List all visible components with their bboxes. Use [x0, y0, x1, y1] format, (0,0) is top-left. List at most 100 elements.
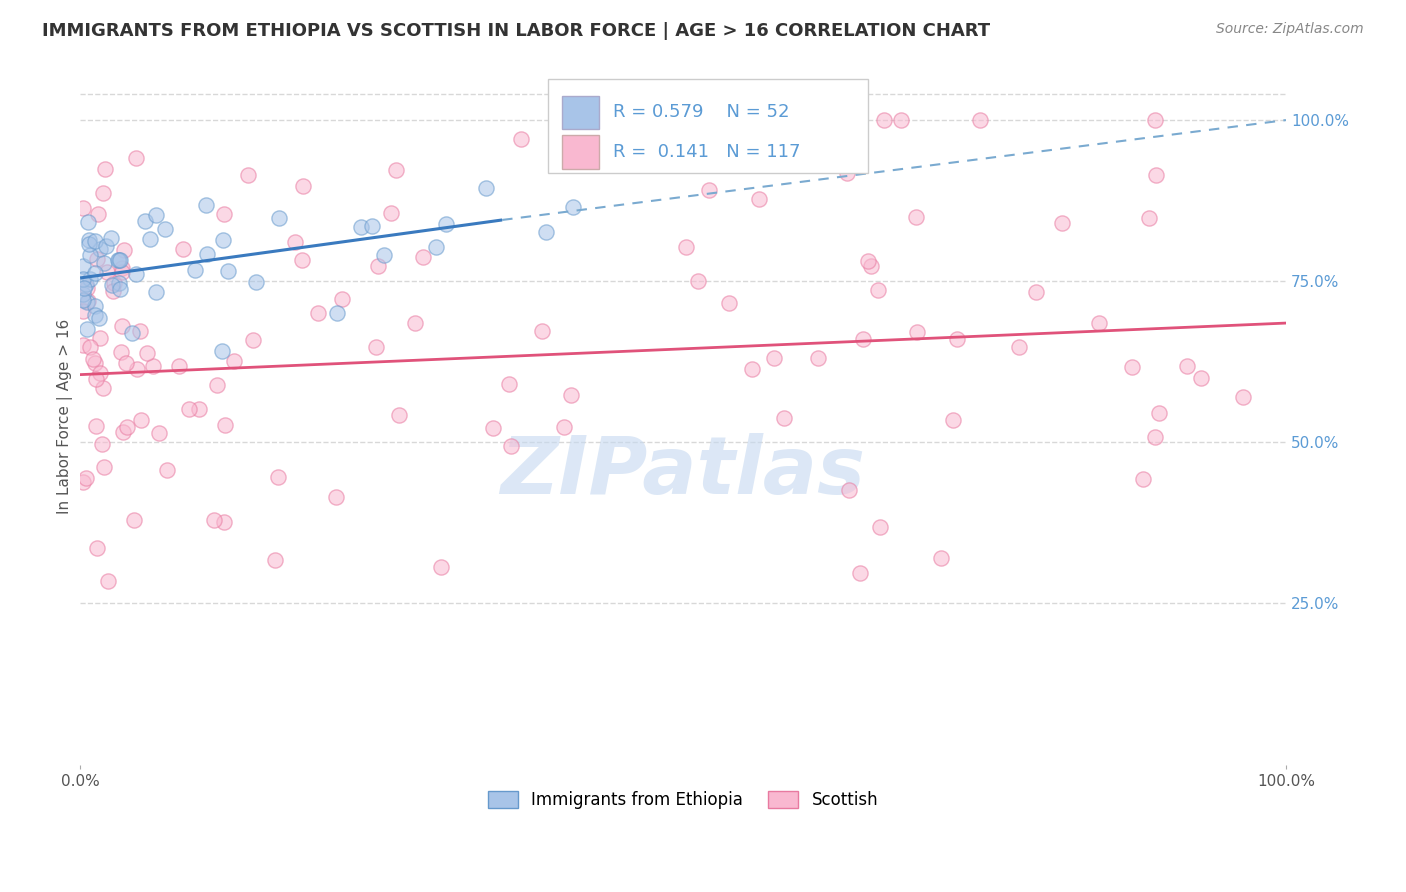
Point	[155, 463, 177, 477]
Point	[434, 218, 457, 232]
Point	[212, 233, 235, 247]
Point	[148, 426, 170, 441]
Text: IMMIGRANTS FROM ETHIOPIA VS SCOTTISH IN LABOR FORCE | AGE > 16 CORRELATION CHART: IMMIGRANTS FROM ETHIOPIA VS SCOTTISH IN …	[42, 22, 990, 40]
Point	[326, 306, 349, 320]
Point	[93, 256, 115, 270]
Point	[72, 475, 94, 489]
Point	[107, 252, 129, 267]
Point	[873, 113, 896, 128]
Point	[112, 243, 135, 257]
Point	[211, 344, 233, 359]
Point	[1137, 211, 1160, 226]
Point	[129, 324, 152, 338]
Point	[76, 295, 98, 310]
Point	[72, 337, 94, 351]
Point	[108, 283, 131, 297]
Point	[205, 377, 228, 392]
Text: R =  0.141   N = 117: R = 0.141 N = 117	[613, 143, 800, 161]
Point	[969, 113, 991, 128]
Point	[264, 553, 287, 567]
Point	[553, 420, 575, 434]
Point	[222, 354, 245, 368]
Text: R = 0.579    N = 52: R = 0.579 N = 52	[613, 103, 790, 121]
Point	[79, 340, 101, 354]
Point	[111, 318, 134, 333]
Point	[217, 264, 239, 278]
Point	[1189, 371, 1212, 385]
Point	[741, 362, 763, 376]
Point	[93, 186, 115, 200]
Text: ZIPatlas: ZIPatlas	[501, 434, 866, 511]
Point	[367, 259, 389, 273]
Point	[194, 198, 217, 212]
Point	[890, 113, 912, 128]
Point	[79, 272, 101, 286]
Point	[373, 248, 395, 262]
Point	[72, 287, 94, 301]
Point	[852, 332, 875, 346]
Point	[136, 345, 159, 359]
Point	[89, 310, 111, 325]
Point	[84, 419, 107, 434]
Point	[307, 306, 329, 320]
Point	[84, 356, 107, 370]
Point	[688, 274, 710, 288]
Point	[83, 235, 105, 249]
Point	[101, 284, 124, 298]
Point	[905, 211, 928, 225]
Point	[76, 294, 98, 309]
FancyBboxPatch shape	[548, 79, 868, 173]
Point	[107, 277, 129, 291]
Point	[1143, 430, 1166, 444]
Point	[79, 248, 101, 262]
Point	[86, 371, 108, 385]
Point	[945, 333, 967, 347]
Point	[72, 272, 94, 286]
Point	[330, 293, 353, 307]
Point	[562, 200, 585, 214]
Point	[325, 491, 347, 505]
Point	[142, 359, 165, 373]
Point	[236, 168, 259, 182]
Point	[763, 351, 786, 365]
Point	[72, 201, 94, 215]
Point	[242, 334, 264, 348]
Point	[1146, 168, 1168, 182]
Point	[364, 340, 387, 354]
Point	[77, 233, 100, 247]
Point	[1088, 316, 1111, 330]
Point	[188, 402, 211, 417]
Point	[942, 413, 965, 427]
Point	[169, 359, 191, 373]
Point	[530, 324, 553, 338]
Point	[94, 238, 117, 252]
Point	[501, 439, 523, 453]
Point	[94, 162, 117, 177]
Text: Source: ZipAtlas.com: Source: ZipAtlas.com	[1216, 22, 1364, 37]
Point	[388, 408, 411, 422]
Point	[430, 559, 453, 574]
Point	[858, 254, 880, 268]
Y-axis label: In Labor Force | Age > 16: In Labor Force | Age > 16	[58, 319, 73, 514]
Point	[72, 303, 94, 318]
Point	[212, 516, 235, 530]
Point	[838, 483, 860, 498]
Point	[72, 293, 94, 308]
Point	[498, 376, 520, 391]
Point	[284, 235, 307, 249]
Point	[108, 253, 131, 268]
Point	[1143, 113, 1166, 128]
Point	[1232, 390, 1254, 404]
Point	[91, 381, 114, 395]
Point	[115, 419, 138, 434]
Point	[245, 276, 267, 290]
Point	[76, 281, 98, 295]
Point	[172, 242, 194, 256]
Point	[718, 296, 741, 310]
Point	[1175, 359, 1198, 373]
Point	[859, 259, 882, 273]
Point	[139, 232, 162, 246]
Point	[1121, 359, 1143, 374]
Point	[929, 550, 952, 565]
Point	[111, 265, 134, 279]
